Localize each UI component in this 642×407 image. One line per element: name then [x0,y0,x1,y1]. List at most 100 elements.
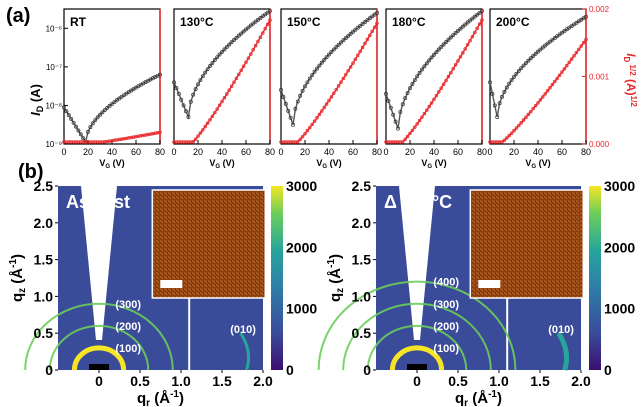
sqrt-point [261,31,265,35]
right-axis-title: ID 1/2 (A)1/2 [622,53,638,107]
id-point [315,66,319,71]
id-point [303,84,307,89]
sqrt-point [329,95,334,99]
transfer-panel: 0 20 40 60 80 VG (V) 200°C 0.000 0.001 0.002 [487,5,609,170]
id-point [403,96,408,101]
id-point [456,28,460,33]
y-axis-label: qz (Å-1) [326,254,346,302]
id-point [295,99,300,104]
x-axis-label: VG (V) [316,158,341,170]
id-point [460,24,465,29]
id-point [540,45,545,50]
peak-label: (400) [433,277,459,289]
sqrt-point [393,140,398,144]
colorbar-tick-label: 2000 [286,239,317,255]
id-point [526,58,531,63]
sqrt-point [305,128,310,133]
id-point [95,115,100,120]
sqrt-point [581,40,586,45]
id-point [507,81,512,86]
x-axis-label: qr (Å-1) [137,389,184,407]
sqrt-point [110,138,114,143]
id-point [512,74,516,79]
sqrt-point [434,93,439,98]
id-point [229,40,234,45]
sqrt-point [62,140,66,144]
sqrt-point [336,84,341,88]
sqrt-point [69,140,73,144]
sqrt-point [232,80,236,85]
sqrt-point [446,74,451,79]
sqrt-point [543,92,547,96]
id-point [102,108,107,112]
sqrt-point [229,84,234,88]
panel-title: 200°C [496,15,530,29]
id-point [348,31,353,36]
id-point [258,16,263,20]
sqrt-point [300,134,305,139]
sqrt-point [533,104,538,108]
sqrt-point [415,122,419,126]
sqrt-point [574,50,579,55]
sqrt-point [507,133,511,138]
id-point [288,115,293,120]
x-tick-label: 40 [217,147,227,157]
id-point [444,40,448,45]
sqrt-point [531,106,535,111]
y-tick-label: 0.5 [352,325,372,341]
x-tick-label: 0.5 [448,373,468,389]
id-curve [280,12,378,125]
y-tick-label: 1.5 [352,252,372,268]
sqrt-point [339,80,343,84]
id-point [319,60,324,65]
id-point [232,38,236,42]
id-point [351,29,355,34]
sqrt-point [449,70,453,75]
id-point [205,67,210,72]
id-point [545,41,550,46]
sqrt-point [375,21,379,25]
id-point [365,18,370,23]
sqrt-point [208,117,212,122]
id-point [198,78,203,82]
sqrt-point [461,51,465,55]
id-point [533,51,538,56]
id-point [339,40,343,45]
y-tick-label: 10⁻⁸ [46,101,63,110]
id-point [64,109,69,114]
sqrt-point [529,109,533,114]
y-tick-label: 0.5 [34,325,54,341]
id-point [193,87,198,92]
id-point [429,55,434,60]
panel-frame [385,8,483,145]
x-tick-label: 60 [131,147,141,157]
id-point [248,23,253,28]
transfer-panel: 0 20 40 60 80 VG (V) 150°C [278,8,382,170]
id-point [584,14,588,19]
id-point [203,70,208,75]
sqrt-point [370,29,374,34]
sqrt-point [88,140,93,144]
sqrt-point [179,140,183,144]
peak-label: (200) [115,321,141,333]
sqrt-point [253,43,258,48]
id-point [236,33,241,38]
sqrt-point [225,92,229,96]
sqrt-point [456,59,460,63]
sqrt-point [391,140,395,144]
id-point [107,103,112,108]
y-tick-label: 1.5 [34,252,54,268]
sqrt-point [398,140,403,144]
id-point [531,54,536,58]
sqrt-point [79,140,83,144]
sqrt-point [222,96,227,100]
sqrt-point [177,140,181,144]
sqrt-point [538,98,543,102]
id-point [334,45,339,50]
id-point [504,85,509,90]
id-point [81,136,86,141]
x-tick-label: 0 [95,373,103,389]
id-point [550,37,555,42]
sqrt-point [201,128,205,132]
